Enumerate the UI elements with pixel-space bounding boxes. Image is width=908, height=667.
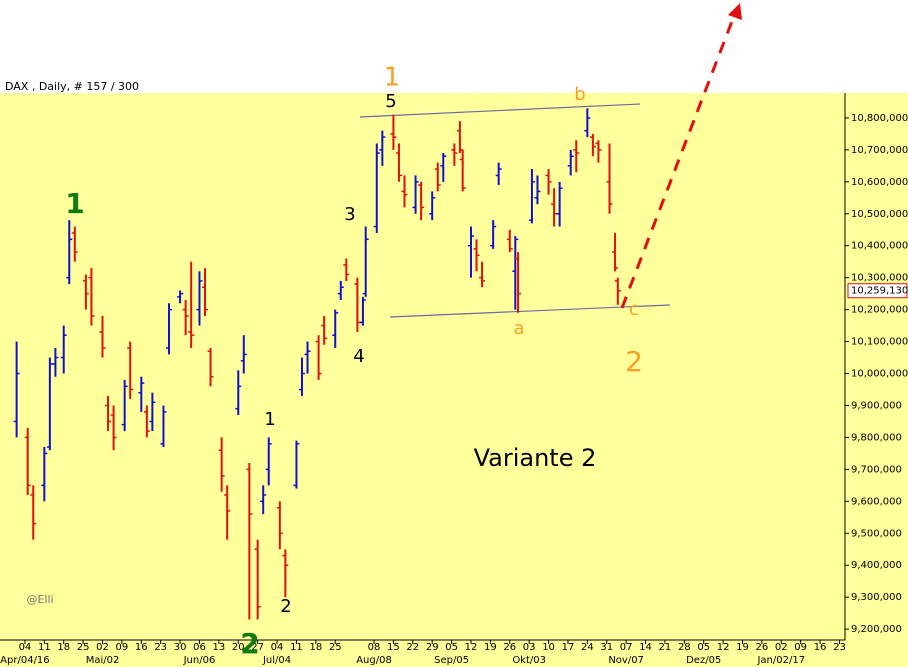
x-tick-label: 07 [620, 642, 633, 653]
x-tick-label: 23 [154, 642, 167, 653]
x-tick-label: 02 [96, 642, 109, 653]
x-tick-label: 29 [426, 642, 439, 653]
x-tick-label: 15 [387, 642, 400, 653]
x-tick-label: 26 [503, 642, 516, 653]
x-tick-label: 24 [581, 642, 594, 653]
y-tick-label: 9,900,000 [851, 400, 902, 411]
x-tick-label: 23 [833, 642, 846, 653]
projection-arrow [620, 15, 736, 309]
y-tick-label: 10,000,000 [851, 369, 908, 380]
x-tick-label: 16 [814, 642, 827, 653]
x-tick-label: 09 [116, 642, 129, 653]
annotation: a [513, 318, 524, 339]
y-tick-label: 9,300,000 [851, 592, 902, 603]
x-tick-label: 18 [309, 642, 322, 653]
x-tick-label: 11 [38, 642, 51, 653]
x-tick-label: 21 [659, 642, 672, 653]
x-tick-label: 25 [77, 642, 90, 653]
channel-upper [359, 103, 641, 118]
annotation: 4 [353, 346, 364, 367]
y-tick-label: 9,400,000 [851, 560, 902, 571]
x-tick-label: 28 [678, 642, 691, 653]
x-tick-label: 19 [484, 642, 497, 653]
x-tick-label: 04 [271, 642, 284, 653]
y-tick-label: 10,100,000 [851, 337, 908, 348]
month-label: Jun/06 [183, 655, 216, 666]
x-tick-label: 22 [406, 642, 419, 653]
annotation: 1 [65, 187, 84, 220]
y-tick-label: 9,800,000 [851, 432, 902, 443]
month-label: Dez/05 [686, 655, 721, 666]
y-tick-label: 10,600,000 [851, 177, 908, 188]
x-tick-label: 16 [135, 642, 148, 653]
x-tick-label: 27 [251, 642, 264, 653]
x-tick-label: 25 [329, 642, 342, 653]
chart-title: DAX , Daily, # 157 / 300 [5, 80, 139, 93]
annotation: b [574, 84, 585, 105]
annotation: 2 [280, 596, 291, 617]
month-label: Jan/02/17 [756, 655, 805, 666]
month-label: Sep/05 [434, 655, 469, 666]
x-tick-label: 17 [562, 642, 575, 653]
annotation: c [629, 299, 639, 320]
projection-arrowhead [728, 3, 742, 20]
x-tick-label: 11 [290, 642, 303, 653]
annotation: 1 [384, 63, 401, 93]
month-label: Apr/04/16 [0, 655, 50, 666]
x-tick-label: 31 [600, 642, 613, 653]
x-tick-label: 26 [756, 642, 769, 653]
x-tick-label: 05 [445, 642, 458, 653]
last-price-box [847, 283, 908, 299]
annotation: 5 [385, 91, 396, 112]
x-tick-label: 13 [213, 642, 226, 653]
x-tick-label: 30 [174, 642, 187, 653]
month-label: Okt/03 [512, 655, 546, 666]
x-tick-label: 06 [193, 642, 206, 653]
x-tick-label: 02 [775, 642, 788, 653]
x-tick-label: 09 [794, 642, 807, 653]
x-tick-label: 18 [57, 642, 70, 653]
annotation: 1 [264, 409, 275, 430]
y-tick-label: 10,400,000 [851, 241, 908, 252]
annotation: 2 [625, 345, 643, 378]
annotation: @Elli [26, 593, 53, 606]
x-tick-label: 14 [639, 642, 652, 653]
x-tick-label: 08 [368, 642, 381, 653]
month-label: Nov/07 [608, 655, 644, 666]
x-tick-label: 12 [465, 642, 478, 653]
x-tick-label: 20 [232, 642, 245, 653]
annotation: Variante 2 [474, 444, 597, 472]
x-tick-label: 04 [19, 642, 32, 653]
x-tick-label: 05 [697, 642, 710, 653]
y-tick-label: 9,700,000 [851, 464, 902, 475]
x-tick-label: 10 [542, 642, 555, 653]
x-tick-label: 12 [717, 642, 730, 653]
chart-background [0, 93, 908, 667]
x-tick-label: 03 [523, 642, 536, 653]
y-tick-label: 9,200,000 [851, 624, 902, 635]
y-tick-label: 10,700,000 [851, 145, 908, 156]
annotation: 2 [240, 627, 259, 660]
y-tick-label: 10,500,000 [851, 209, 908, 220]
y-tick-label: 9,600,000 [851, 496, 902, 507]
x-tick-label: 19 [736, 642, 749, 653]
annotation: 3 [344, 204, 355, 225]
y-tick-label: 10,800,000 [851, 113, 908, 124]
y-tick-label: 9,500,000 [851, 528, 902, 539]
last-price-label: 10,259,130 [851, 286, 908, 297]
y-tick-label: 10,200,000 [851, 305, 908, 316]
month-label: Jul/04 [262, 655, 291, 666]
month-label: Mai/02 [86, 655, 120, 666]
month-label: Aug/08 [356, 655, 392, 666]
y-tick-label: 10,300,000 [851, 273, 908, 284]
